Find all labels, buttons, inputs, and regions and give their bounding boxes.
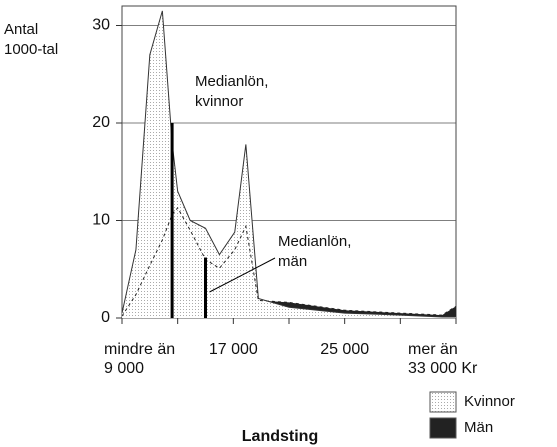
y-tick-label: 30 <box>92 17 110 34</box>
legend-label: Kvinnor <box>464 393 515 410</box>
legend-label: Män <box>464 419 493 436</box>
men-line <box>121 206 457 317</box>
pointer <box>209 257 276 293</box>
x-tick-label: mer än <box>408 341 458 358</box>
x-tick-label: 17 000 <box>209 341 258 358</box>
legend-swatch <box>429 417 457 439</box>
median-label: Medianlön, <box>195 73 268 90</box>
median-label: kvinnor <box>195 93 243 110</box>
x-tick-label: 25 000 <box>320 341 369 358</box>
y-axis-label: 1000-tal <box>4 41 58 58</box>
x-tick-label: 33 000 Kr <box>408 360 478 377</box>
y-tick-label: 20 <box>92 114 110 131</box>
median-label: Medianlön, <box>278 233 351 250</box>
legend-swatch <box>429 391 457 413</box>
y-axis-label: Antal <box>4 21 38 38</box>
women-area <box>122 10 456 318</box>
y-tick-label: 0 <box>101 309 110 326</box>
median-label: män <box>278 253 307 270</box>
women-line <box>121 10 456 318</box>
chart-title: Landsting <box>242 428 318 445</box>
x-tick-label: 9 000 <box>104 360 144 377</box>
y-tick-label: 10 <box>92 212 110 229</box>
x-tick-label: mindre än <box>104 341 175 358</box>
